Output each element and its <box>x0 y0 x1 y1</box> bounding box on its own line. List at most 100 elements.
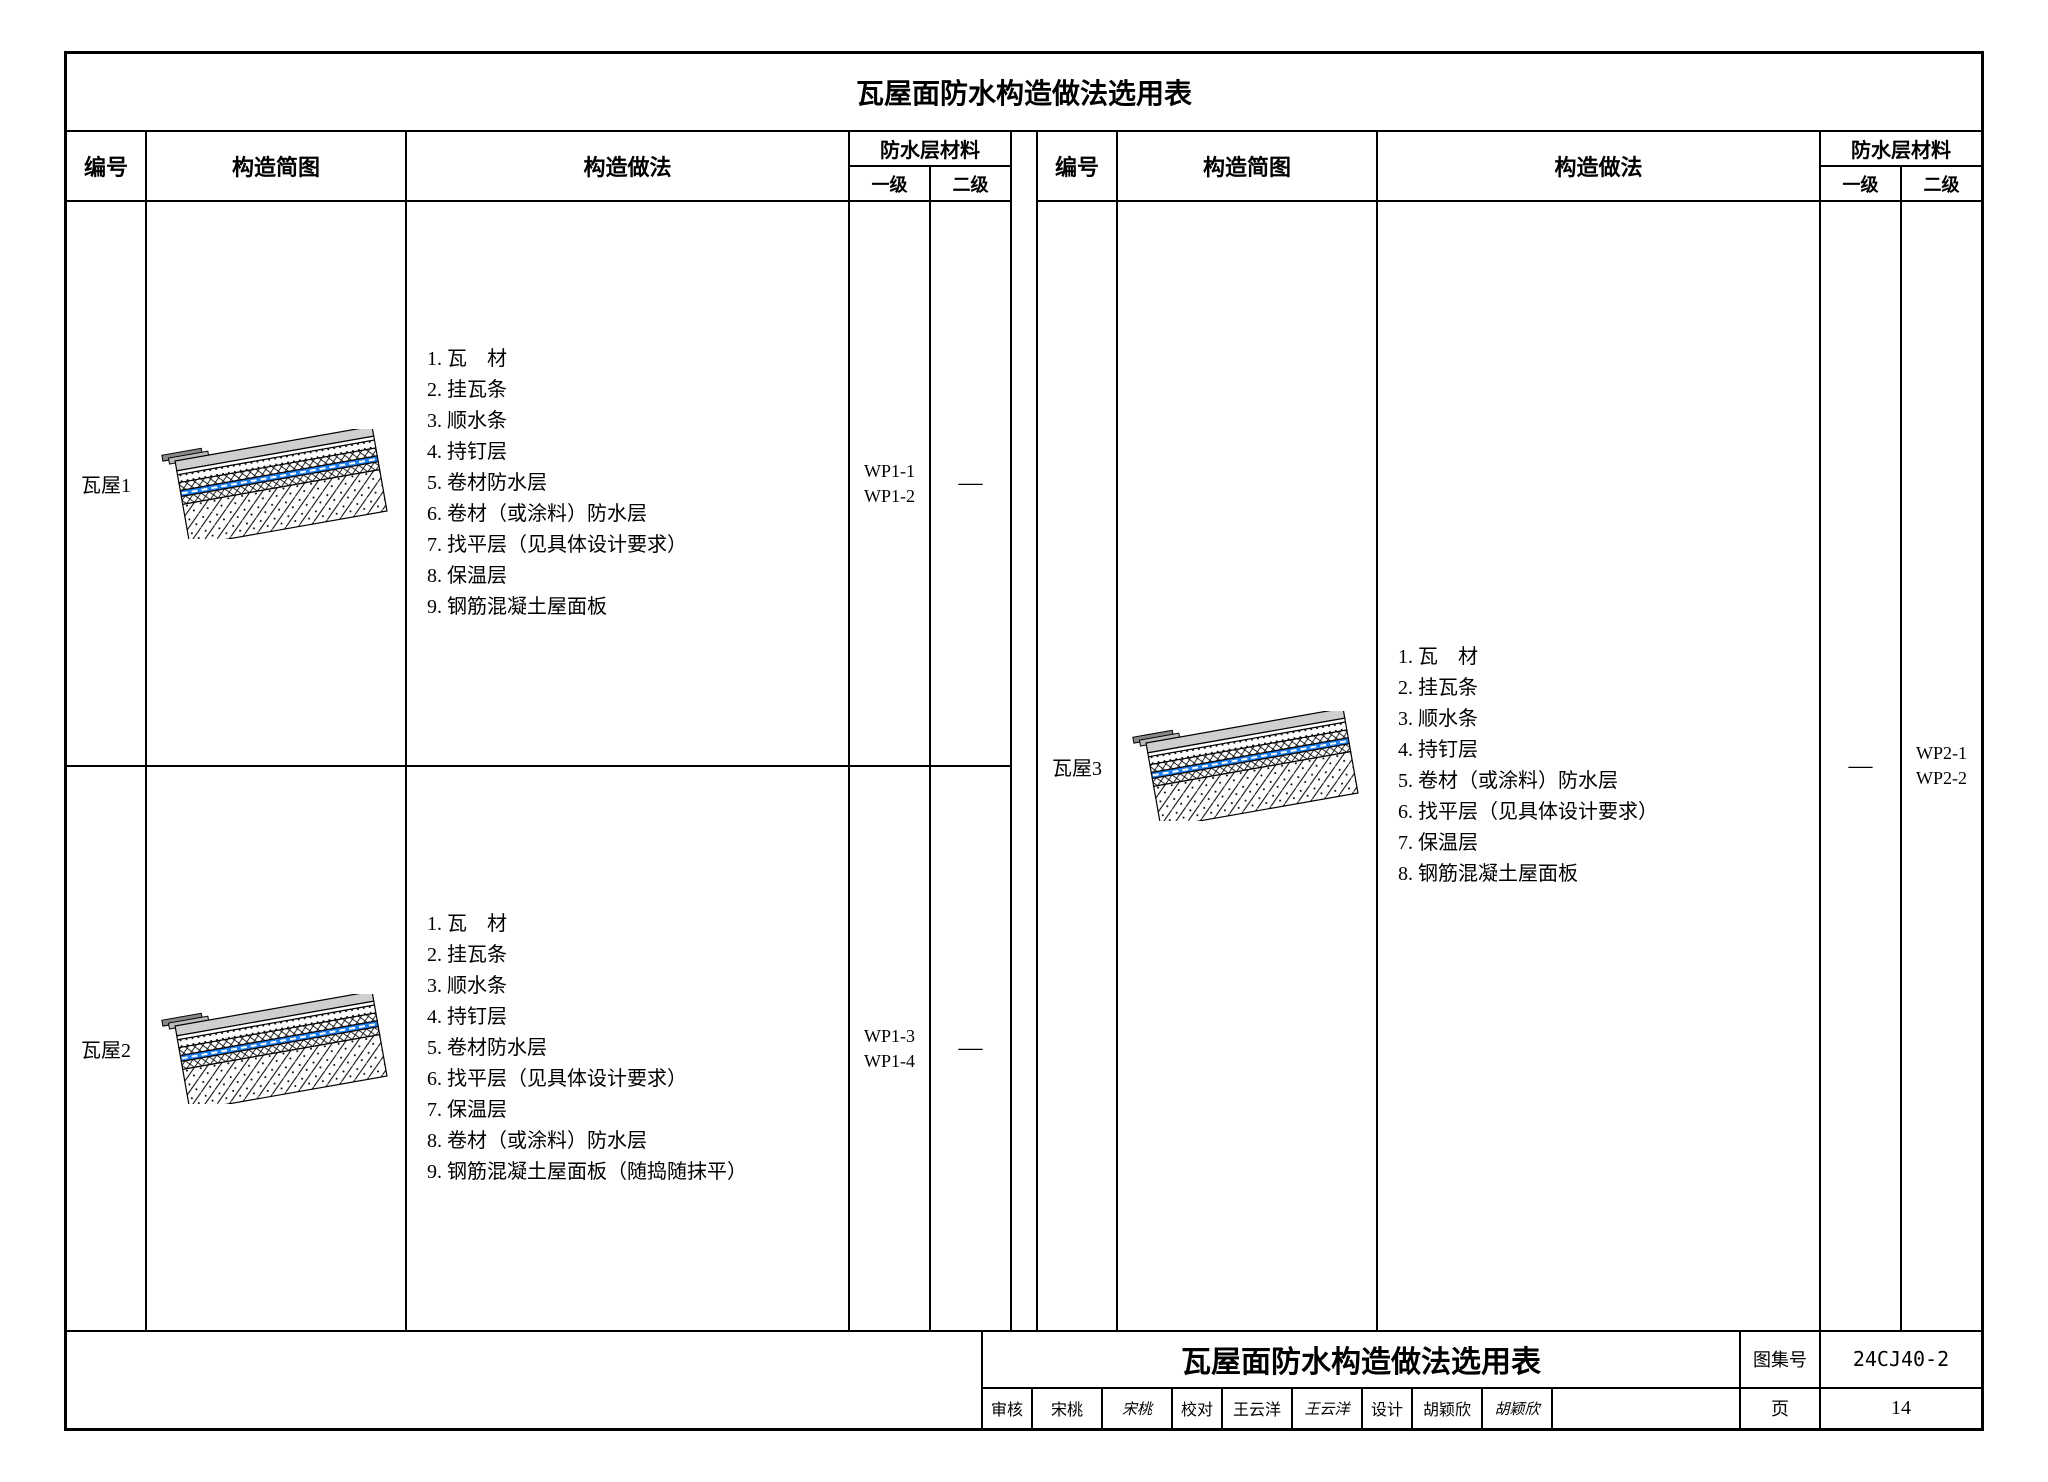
signature-role: 校对 <box>1173 1389 1223 1428</box>
col-header-wp-group: 防水层材料 <box>850 132 1010 167</box>
left-header-row: 编号 构造简图 构造做法 防水层材料 一级 二级 <box>67 132 1010 202</box>
table-row: 瓦屋2 1. 瓦 材2. 挂瓦条3. 顺水条4. 持钉层5. 卷材防水层6. 找… <box>67 765 1010 1330</box>
signature-sign: 王云洋 <box>1293 1389 1363 1428</box>
row-wp-l1: WP1-1 WP1-2 <box>850 202 931 765</box>
method-line: 6. 找平层（见具体设计要求） <box>427 1064 747 1095</box>
wp-code: WP2-2 <box>1916 768 1967 789</box>
row-diagram <box>1118 202 1378 1330</box>
row-wp-l1: WP1-3 WP1-4 <box>850 767 931 1330</box>
left-half: 编号 构造简图 构造做法 防水层材料 一级 二级 瓦屋1 <box>67 132 1010 1330</box>
page-title: 瓦屋面防水构造做法选用表 <box>67 54 1981 132</box>
method-line: 6. 找平层（见具体设计要求） <box>1398 797 1658 828</box>
row-wp: WP1-1 WP1-2 — <box>850 202 1010 765</box>
row-wp-l2: — <box>931 767 1010 1330</box>
signature-sign: 胡颖欣 <box>1483 1389 1553 1428</box>
right-body: 瓦屋3 1. 瓦 材2. 挂瓦条3. 顺水条4. 持钉层5. 卷材（或涂料）防水… <box>1038 202 1981 1330</box>
row-wp-l2: WP2-1 WP2-2 <box>1902 202 1981 1330</box>
method-line: 3. 顺水条 <box>1398 704 1658 735</box>
page-number-value: 14 <box>1821 1389 1981 1428</box>
method-line: 2. 挂瓦条 <box>1398 673 1658 704</box>
method-line: 4. 持钉层 <box>427 437 687 468</box>
roof-section-icon <box>161 994 391 1104</box>
col-header-wp: 防水层材料 一级 二级 <box>1821 132 1981 200</box>
col-header-wp-l1: 一级 <box>850 167 931 200</box>
title-block-name: 瓦屋面防水构造做法选用表 <box>983 1332 1741 1387</box>
wp-code: — <box>959 1035 983 1062</box>
row-method: 1. 瓦 材2. 挂瓦条3. 顺水条4. 持钉层5. 卷材（或涂料）防水层6. … <box>1378 202 1821 1330</box>
signature-sign: 宋桃 <box>1103 1389 1173 1428</box>
set-number-value: 24CJ40-2 <box>1821 1332 1981 1387</box>
method-line: 3. 顺水条 <box>427 971 747 1002</box>
method-line: 7. 找平层（见具体设计要求） <box>427 530 687 561</box>
col-header-wp-group: 防水层材料 <box>1821 132 1981 167</box>
row-wp-l1: — <box>1821 202 1902 1330</box>
row-diagram <box>147 767 407 1330</box>
signature-name: 胡颖欣 <box>1413 1389 1483 1428</box>
signature-name: 宋桃 <box>1033 1389 1103 1428</box>
signature-name: 王云洋 <box>1223 1389 1293 1428</box>
row-id: 瓦屋3 <box>1038 202 1118 1330</box>
method-line: 8. 钢筋混凝土屋面板 <box>1398 859 1658 890</box>
method-line: 8. 卷材（或涂料）防水层 <box>427 1126 747 1157</box>
method-line: 1. 瓦 材 <box>427 344 687 375</box>
left-body: 瓦屋1 1. 瓦 材2. 挂瓦条3. 顺水条4. 持钉层5. 卷材防水层6. 卷… <box>67 202 1010 1330</box>
page-number-label: 页 <box>1741 1389 1821 1428</box>
col-header-method: 构造做法 <box>1378 132 1821 200</box>
col-header-diagram: 构造简图 <box>147 132 407 200</box>
signature-row: 审核宋桃宋桃校对王云洋王云洋设计胡颖欣胡颖欣页14 <box>983 1389 1981 1428</box>
row-id: 瓦屋2 <box>67 767 147 1330</box>
method-line: 4. 持钉层 <box>427 1002 747 1033</box>
method-line: 5. 卷材（或涂料）防水层 <box>1398 766 1658 797</box>
method-line: 6. 卷材（或涂料）防水层 <box>427 499 687 530</box>
wp-code: — <box>1849 753 1873 780</box>
method-line: 9. 钢筋混凝土屋面板（随捣随抹平） <box>427 1157 747 1188</box>
row-diagram <box>147 202 407 765</box>
col-header-id: 编号 <box>1038 132 1118 200</box>
title-block-spacer <box>67 1332 981 1428</box>
signature-role: 审核 <box>983 1389 1033 1428</box>
method-line: 5. 卷材防水层 <box>427 1033 747 1064</box>
method-line: 3. 顺水条 <box>427 406 687 437</box>
drawing-sheet: 瓦屋面防水构造做法选用表 编号 构造简图 构造做法 防水层材料 一级 二级 瓦屋… <box>64 51 1984 1431</box>
wp-code: WP1-2 <box>864 486 915 507</box>
right-header-row: 编号 构造简图 构造做法 防水层材料 一级 二级 <box>1038 132 1981 202</box>
row-method: 1. 瓦 材2. 挂瓦条3. 顺水条4. 持钉层5. 卷材防水层6. 卷材（或涂… <box>407 202 850 765</box>
method-line: 4. 持钉层 <box>1398 735 1658 766</box>
wp-code: — <box>959 470 983 497</box>
wp-code: WP1-1 <box>864 461 915 482</box>
wp-code: WP1-3 <box>864 1026 915 1047</box>
row-id: 瓦屋1 <box>67 202 147 765</box>
col-header-diagram: 构造简图 <box>1118 132 1378 200</box>
col-header-wp-l1: 一级 <box>1821 167 1902 200</box>
method-line: 2. 挂瓦条 <box>427 375 687 406</box>
method-line: 9. 钢筋混凝土屋面板 <box>427 592 687 623</box>
table-row: 瓦屋1 1. 瓦 材2. 挂瓦条3. 顺水条4. 持钉层5. 卷材防水层6. 卷… <box>67 202 1010 765</box>
row-method: 1. 瓦 材2. 挂瓦条3. 顺水条4. 持钉层5. 卷材防水层6. 找平层（见… <box>407 767 850 1330</box>
col-header-wp-l2: 二级 <box>1902 167 1981 200</box>
method-line: 5. 卷材防水层 <box>427 468 687 499</box>
method-line: 2. 挂瓦条 <box>427 940 747 971</box>
roof-section-icon <box>161 429 391 539</box>
right-half: 编号 构造简图 构造做法 防水层材料 一级 二级 瓦屋3 <box>1038 132 1981 1330</box>
signature-role: 设计 <box>1363 1389 1413 1428</box>
col-header-method: 构造做法 <box>407 132 850 200</box>
set-number-label: 图集号 <box>1741 1332 1821 1387</box>
col-header-id: 编号 <box>67 132 147 200</box>
method-line: 1. 瓦 材 <box>1398 642 1658 673</box>
method-line: 7. 保温层 <box>1398 828 1658 859</box>
main-table: 编号 构造简图 构造做法 防水层材料 一级 二级 瓦屋1 <box>67 132 1981 1332</box>
title-block: 瓦屋面防水构造做法选用表 图集号 24CJ40-2 审核宋桃宋桃校对王云洋王云洋… <box>67 1332 1981 1428</box>
table-row: 瓦屋3 1. 瓦 材2. 挂瓦条3. 顺水条4. 持钉层5. 卷材（或涂料）防水… <box>1038 202 1981 1330</box>
row-wp-l2: — <box>931 202 1010 765</box>
method-line: 1. 瓦 材 <box>427 909 747 940</box>
wp-code: WP1-4 <box>864 1051 915 1072</box>
col-header-wp: 防水层材料 一级 二级 <box>850 132 1010 200</box>
signature-spacer <box>1553 1389 1741 1428</box>
title-block-content: 瓦屋面防水构造做法选用表 图集号 24CJ40-2 审核宋桃宋桃校对王云洋王云洋… <box>981 1332 1981 1428</box>
method-line: 7. 保温层 <box>427 1095 747 1126</box>
col-header-wp-l2: 二级 <box>931 167 1010 200</box>
center-gutter <box>1010 132 1038 1330</box>
method-line: 8. 保温层 <box>427 561 687 592</box>
row-wp: — WP2-1 WP2-2 <box>1821 202 1981 1330</box>
wp-code: WP2-1 <box>1916 743 1967 764</box>
